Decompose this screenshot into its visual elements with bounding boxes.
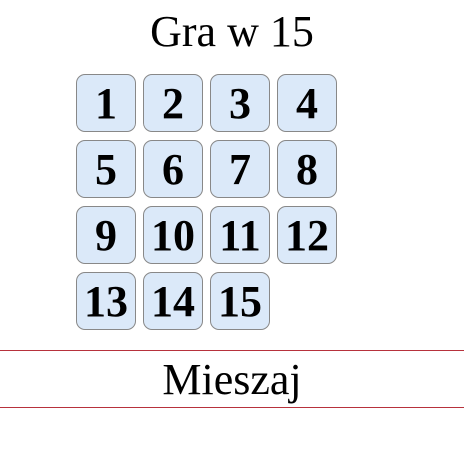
tile-10[interactable]: 10 — [143, 206, 203, 264]
tile-2[interactable]: 2 — [143, 74, 203, 132]
puzzle-board: 1 2 3 4 5 6 7 8 9 10 11 12 13 14 15 — [76, 74, 344, 336]
tile-3[interactable]: 3 — [210, 74, 270, 132]
tile-4[interactable]: 4 — [277, 74, 337, 132]
tile-14[interactable]: 14 — [143, 272, 203, 330]
tile-12[interactable]: 12 — [277, 206, 337, 264]
tile-7[interactable]: 7 — [210, 140, 270, 198]
shuffle-button[interactable]: Mieszaj — [0, 350, 464, 408]
tile-11[interactable]: 11 — [210, 206, 270, 264]
empty-cell — [277, 272, 337, 330]
tile-1[interactable]: 1 — [76, 74, 136, 132]
tile-5[interactable]: 5 — [76, 140, 136, 198]
tile-9[interactable]: 9 — [76, 206, 136, 264]
tile-15[interactable]: 15 — [210, 272, 270, 330]
tile-8[interactable]: 8 — [277, 140, 337, 198]
tile-13[interactable]: 13 — [76, 272, 136, 330]
tile-6[interactable]: 6 — [143, 140, 203, 198]
game-title: Gra w 15 — [150, 7, 314, 56]
